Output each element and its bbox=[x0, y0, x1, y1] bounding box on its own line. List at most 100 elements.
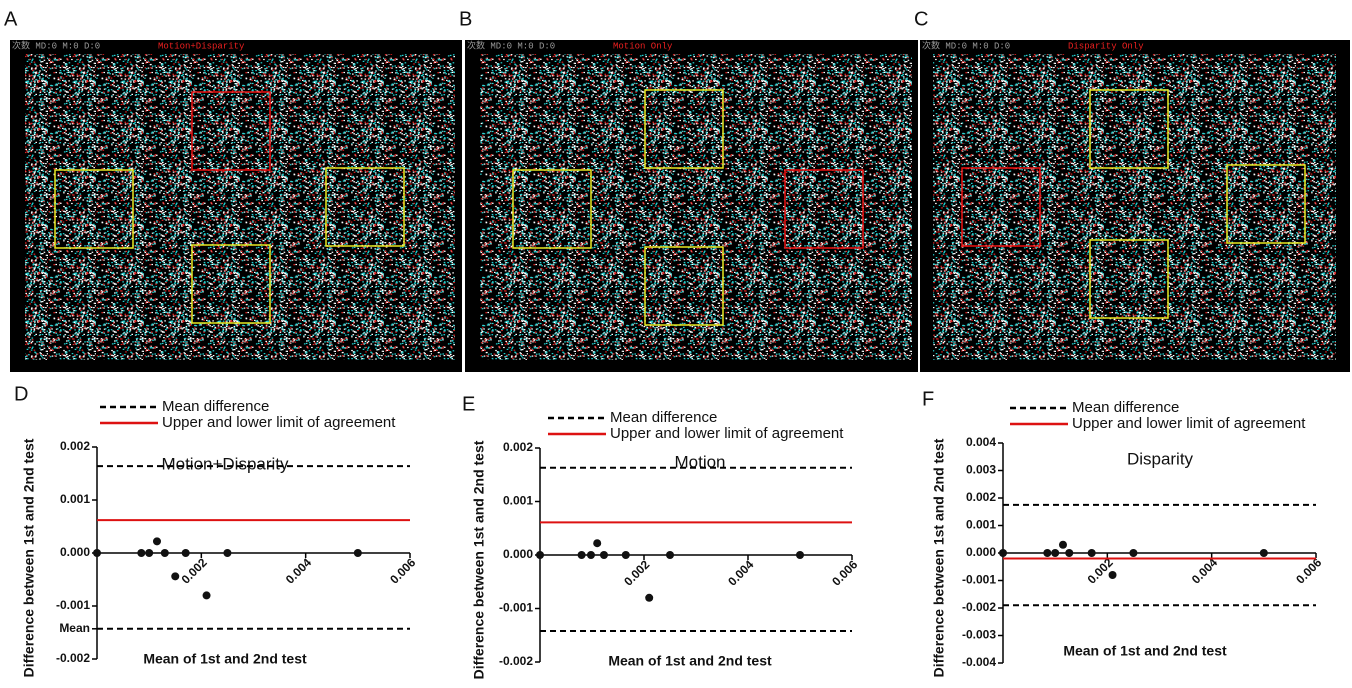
y-tick-label: 0.000 bbox=[503, 547, 533, 561]
screen-title: Motion+Disparity bbox=[158, 41, 245, 51]
data-point bbox=[666, 551, 674, 559]
data-point bbox=[160, 549, 169, 557]
target-square bbox=[191, 91, 271, 171]
stimulus-field bbox=[933, 54, 1336, 360]
legend-label: Mean difference bbox=[162, 398, 269, 415]
x-tick-label: 0.004 bbox=[725, 557, 756, 588]
data-point bbox=[1058, 540, 1067, 549]
x-tick-label: 0.006 bbox=[1293, 555, 1324, 586]
screen-title: Motion Only bbox=[613, 41, 673, 51]
y-tick-label: -0.003 bbox=[962, 628, 996, 642]
data-point bbox=[586, 551, 595, 559]
data-point bbox=[599, 551, 608, 559]
chart-title: Disparity bbox=[1127, 449, 1194, 468]
data-point bbox=[202, 591, 211, 600]
distractor-square bbox=[325, 167, 405, 247]
y-tick-label: Mean bbox=[59, 621, 90, 635]
distractor-square bbox=[1226, 164, 1306, 244]
y-tick-label: -0.002 bbox=[962, 600, 996, 614]
data-point bbox=[1051, 549, 1060, 557]
x-tick-label: 0.002 bbox=[621, 557, 652, 588]
legend-label: Mean difference bbox=[1072, 399, 1179, 416]
distractor-square bbox=[191, 244, 271, 324]
y-tick-label: -0.001 bbox=[499, 601, 533, 615]
data-point bbox=[1108, 571, 1117, 579]
y-tick-label: 0.002 bbox=[60, 439, 90, 453]
y-tick-label: -0.002 bbox=[499, 654, 533, 668]
y-tick-label: 0.004 bbox=[966, 435, 996, 449]
legend-label: Upper and lower limit of agreement bbox=[610, 425, 844, 442]
data-point bbox=[137, 549, 146, 557]
data-point bbox=[536, 551, 544, 559]
y-tick-label: 0.002 bbox=[966, 490, 996, 504]
panel-label: A bbox=[4, 8, 18, 30]
data-point bbox=[93, 549, 101, 557]
x-tick-label: 0.006 bbox=[387, 555, 418, 586]
data-point bbox=[1259, 549, 1268, 557]
y-tick-label: 0.003 bbox=[966, 463, 996, 477]
data-point bbox=[999, 549, 1007, 557]
panel-label: C bbox=[914, 8, 928, 30]
x-tick-label: 0.002 bbox=[1085, 555, 1116, 586]
screen-header: 次数 MD:0 M:0 D:0 bbox=[12, 39, 100, 51]
target-square bbox=[961, 167, 1041, 247]
data-point bbox=[593, 539, 602, 548]
y-tick-label: 0.001 bbox=[966, 518, 996, 532]
x-tick-label: 0.002 bbox=[179, 555, 210, 586]
data-point bbox=[577, 551, 586, 559]
legend-label: Upper and lower limit of agreement bbox=[1072, 415, 1306, 432]
target-square bbox=[784, 169, 864, 249]
distractor-square bbox=[512, 169, 592, 249]
chart-title: Motion bbox=[674, 452, 725, 471]
y-tick-label: -0.001 bbox=[962, 573, 996, 587]
y-axis-title: Difference between 1st and 2nd test bbox=[931, 438, 947, 677]
data-point bbox=[1065, 549, 1074, 557]
y-tick-label: 0.002 bbox=[503, 440, 533, 454]
data-point bbox=[145, 549, 154, 557]
data-point bbox=[621, 551, 630, 559]
screen-header: 次数 MD:0 M:0 D:0 bbox=[922, 39, 1010, 51]
data-point bbox=[181, 549, 190, 557]
y-tick-label: 0.001 bbox=[503, 494, 533, 508]
distractor-square bbox=[1089, 239, 1169, 319]
y-axis-title: Difference between 1st and 2nd test bbox=[471, 440, 487, 679]
x-axis-title: Mean of 1st and 2nd test bbox=[608, 653, 772, 669]
x-axis-title: Mean of 1st and 2nd test bbox=[1063, 643, 1227, 659]
screen-header: 次数 MD:0 M:0 D:0 bbox=[467, 39, 555, 51]
x-tick-label: 0.004 bbox=[283, 555, 314, 586]
stimulus-field bbox=[480, 54, 912, 360]
data-point bbox=[152, 537, 161, 546]
data-point bbox=[171, 572, 180, 581]
panel-label: F bbox=[922, 388, 934, 410]
data-point bbox=[645, 593, 654, 602]
data-point bbox=[353, 549, 362, 557]
data-point bbox=[1043, 549, 1052, 557]
stimulus-field bbox=[25, 54, 455, 360]
legend-label: Upper and lower limit of agreement bbox=[162, 414, 396, 431]
distractor-square bbox=[54, 169, 134, 249]
panel-label: E bbox=[462, 393, 475, 415]
distractor-square bbox=[644, 89, 724, 169]
data-point bbox=[1087, 549, 1096, 557]
screen-title: Disparity Only bbox=[1068, 41, 1144, 51]
chart-title: Motion+Disparity bbox=[161, 454, 289, 473]
panel-label: D bbox=[14, 383, 28, 405]
data-point bbox=[796, 551, 804, 559]
panel-label: B bbox=[459, 8, 472, 30]
legend-label: Mean difference bbox=[610, 409, 717, 426]
y-tick-label: -0.002 bbox=[56, 651, 90, 665]
y-axis-title: Difference between 1st and 2nd test bbox=[21, 438, 37, 677]
x-axis-title: Mean of 1st and 2nd test bbox=[143, 651, 307, 667]
distractor-square bbox=[644, 246, 724, 326]
x-tick-label: 0.006 bbox=[829, 557, 860, 588]
y-tick-label: 0.001 bbox=[60, 492, 90, 506]
y-tick-label: -0.001 bbox=[56, 598, 90, 612]
x-tick-label: 0.004 bbox=[1189, 555, 1220, 586]
distractor-square bbox=[1089, 89, 1169, 169]
y-tick-label: 0.000 bbox=[966, 545, 996, 559]
data-point bbox=[1129, 549, 1138, 557]
y-tick-label: -0.004 bbox=[962, 655, 996, 669]
y-tick-label: 0.000 bbox=[60, 545, 90, 559]
data-point bbox=[223, 549, 232, 557]
